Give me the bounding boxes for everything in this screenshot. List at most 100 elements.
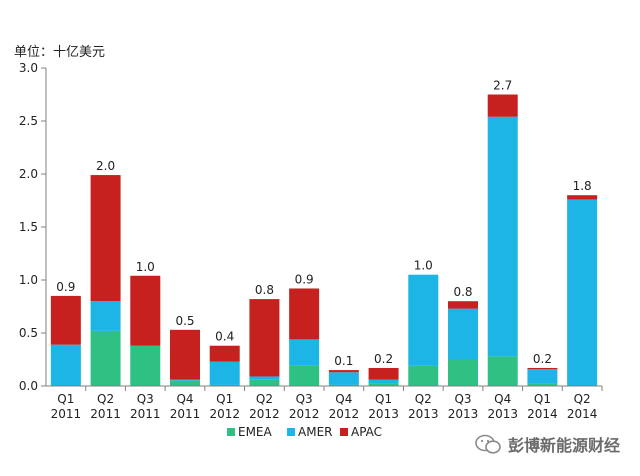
total-label: 0.8 — [453, 285, 472, 299]
bars — [50, 94, 598, 386]
bar-emea-4 — [209, 384, 240, 386]
x-tick-year: 2012 — [329, 407, 360, 421]
total-label: 1.0 — [414, 259, 433, 273]
x-tick-quarter: Q2 — [574, 392, 591, 406]
legend-swatch-apac — [340, 428, 348, 436]
bar-emea-5 — [249, 379, 280, 386]
bar-emea-7 — [328, 384, 359, 386]
wechat-icon — [475, 434, 501, 454]
total-label: 0.1 — [334, 354, 353, 368]
unit-label: 单位：十亿美元 — [14, 45, 106, 60]
total-label: 0.5 — [175, 314, 194, 328]
x-tick-year: 2011 — [130, 407, 161, 421]
watermark: 彭博新能源财经 — [474, 432, 620, 456]
x-tick-quarter: Q4 — [494, 392, 511, 406]
x-tick-year: 2012 — [249, 407, 280, 421]
bar-emea-12 — [527, 383, 558, 386]
x-tick-quarter: Q4 — [176, 392, 193, 406]
x-tick-quarter: Q3 — [137, 392, 154, 406]
total-label: 0.9 — [56, 280, 75, 294]
bar-emea-11 — [487, 356, 518, 386]
x-axis-ticks: Q12011Q22011Q32011Q42011Q12012Q22012Q320… — [51, 386, 603, 421]
bar-apac-2 — [130, 275, 161, 346]
total-label: 0.2 — [533, 352, 552, 366]
bar-amer-12 — [527, 369, 558, 384]
total-label: 2.0 — [96, 159, 115, 173]
legend-swatch-emea — [227, 428, 235, 436]
bar-apac-12 — [527, 367, 558, 370]
bar-emea-6 — [289, 365, 320, 386]
bar-apac-3 — [170, 329, 200, 380]
bar-apac-7 — [328, 370, 359, 373]
bar-apac-5 — [249, 299, 280, 377]
legend-swatch-amer — [287, 428, 295, 436]
x-tick-quarter: Q1 — [57, 392, 74, 406]
x-tick-quarter: Q1 — [534, 392, 551, 406]
total-label: 0.8 — [255, 283, 274, 297]
bar-amer-5 — [249, 376, 280, 380]
bar-apac-10 — [448, 301, 478, 309]
bar-apac-4 — [209, 345, 240, 362]
x-tick-year: 2014 — [527, 407, 558, 421]
x-tick-year: 2014 — [567, 407, 598, 421]
total-label: 2.7 — [493, 79, 512, 93]
total-label: 0.9 — [295, 272, 314, 286]
watermark-text: 彭博新能源财经 — [507, 436, 620, 455]
y-axis-ticks: 0.0 0.5 1.0 1.5 2.0 2.5 3.0 — [19, 61, 46, 393]
legend-label-apac: APAC — [351, 425, 382, 439]
bar-apac-0 — [50, 295, 81, 345]
bar-emea-3 — [170, 380, 200, 386]
bar-emea-2 — [130, 345, 161, 386]
total-label: 1.0 — [136, 260, 155, 274]
bar-amer-11 — [487, 116, 518, 357]
x-tick-year: 2013 — [448, 407, 479, 421]
x-tick-quarter: Q1 — [375, 392, 392, 406]
y-tick-label: 0.5 — [19, 326, 38, 340]
x-tick-year: 2011 — [51, 407, 82, 421]
y-tick-label: 1.5 — [19, 220, 38, 234]
bar-emea-8 — [368, 383, 399, 386]
bar-amer-10 — [448, 308, 478, 360]
x-tick-year: 2012 — [209, 407, 240, 421]
total-label: 0.2 — [374, 352, 393, 366]
total-labels: 0.9 2.0 1.0 0.5 0.4 0.8 0.9 0.1 0.2 1.0 0.8 2.7 0.2 1… — [56, 79, 591, 369]
total-label: 1.8 — [573, 179, 592, 193]
bar-apac-1 — [90, 175, 121, 302]
bar-emea-10 — [448, 359, 478, 386]
bar-amer-8 — [368, 379, 399, 384]
bar-apac-11 — [487, 94, 518, 117]
x-tick-year: 2013 — [487, 407, 518, 421]
x-tick-quarter: Q2 — [415, 392, 432, 406]
bar-apac-6 — [289, 288, 320, 340]
bar-apac-13 — [567, 195, 598, 200]
x-tick-year: 2011 — [170, 407, 201, 421]
y-tick-label: 0.0 — [19, 379, 38, 393]
legend-label-amer: AMER — [298, 425, 332, 439]
bar-amer-9 — [408, 274, 439, 366]
x-tick-quarter: Q4 — [335, 392, 352, 406]
y-tick-label: 3.0 — [19, 61, 38, 75]
total-label: 0.4 — [215, 330, 234, 344]
bar-amer-1 — [90, 301, 121, 331]
x-tick-quarter: Q2 — [97, 392, 114, 406]
bar-amer-3 — [170, 379, 200, 381]
x-tick-quarter: Q3 — [454, 392, 471, 406]
bar-amer-0 — [50, 344, 81, 386]
bar-emea-1 — [90, 330, 121, 386]
y-tick-label: 2.5 — [19, 114, 38, 128]
bar-amer-13 — [567, 199, 598, 386]
x-tick-year: 2012 — [289, 407, 320, 421]
legend-label-emea: EMEA — [238, 425, 273, 439]
x-tick-quarter: Q1 — [216, 392, 233, 406]
bar-amer-7 — [328, 372, 359, 385]
bar-emea-9 — [408, 365, 439, 386]
x-tick-quarter: Q2 — [256, 392, 273, 406]
bar-apac-8 — [368, 367, 399, 380]
x-tick-year: 2013 — [408, 407, 439, 421]
bar-amer-6 — [289, 339, 320, 366]
x-tick-quarter: Q3 — [296, 392, 313, 406]
y-tick-label: 1.0 — [19, 273, 38, 287]
x-tick-year: 2013 — [368, 407, 399, 421]
x-tick-year: 2011 — [90, 407, 121, 421]
